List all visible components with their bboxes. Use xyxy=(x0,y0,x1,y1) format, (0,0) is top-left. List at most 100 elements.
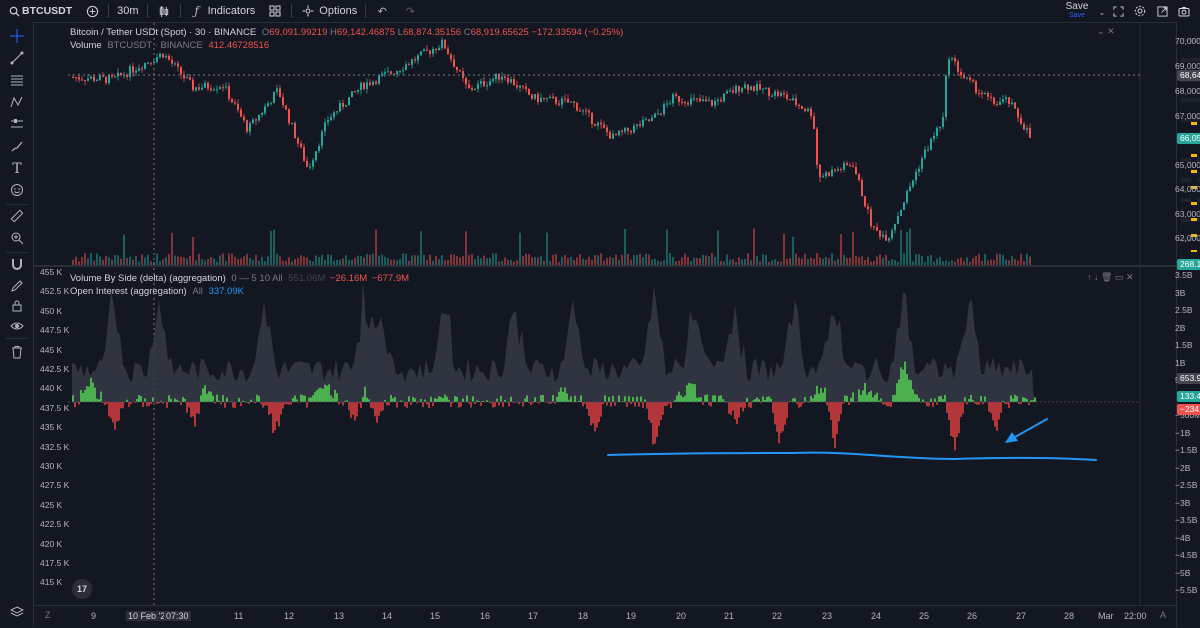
delta-bar xyxy=(412,396,414,402)
delta-bar xyxy=(336,393,338,402)
candle-body xyxy=(348,97,350,106)
pane-controls-main[interactable]: ⌄ ✕ xyxy=(1097,26,1115,37)
volume-bar xyxy=(258,260,260,265)
text-tool[interactable]: T xyxy=(8,160,26,178)
delta-bar xyxy=(594,402,596,432)
volume-bar xyxy=(246,253,248,265)
delta-bar xyxy=(822,392,824,402)
delta-bar xyxy=(806,401,808,402)
scroll-right-icon[interactable]: A xyxy=(1160,610,1167,620)
lock-tool[interactable] xyxy=(8,298,26,316)
popout-button[interactable] xyxy=(1154,3,1170,20)
candle-body xyxy=(192,79,194,91)
tradingview-logo[interactable]: 17 xyxy=(72,579,92,599)
indicators-button[interactable]: ƒ Indicators xyxy=(183,0,262,22)
delta-bar xyxy=(892,395,894,402)
delta-bar xyxy=(896,383,898,402)
delta-bar xyxy=(276,402,278,422)
volume-bar xyxy=(360,256,362,265)
volume-bar xyxy=(243,256,245,265)
delta-bar xyxy=(232,402,234,408)
volume-bar xyxy=(876,256,878,265)
prediction-tool[interactable] xyxy=(8,116,26,134)
delta-bar xyxy=(630,402,632,405)
delta-bar xyxy=(114,402,116,430)
delta-bar xyxy=(526,395,528,402)
vbs-legend[interactable]: Volume By Side (delta) (aggregation) 0 —… xyxy=(70,273,409,284)
zoom-tool[interactable] xyxy=(8,230,26,248)
save-menu-button[interactable]: ⌄ xyxy=(1094,4,1110,20)
volume-bar xyxy=(399,259,401,265)
trendline-tool[interactable] xyxy=(8,50,26,68)
emoji-tool[interactable] xyxy=(8,182,26,200)
edit-lock-tool[interactable] xyxy=(8,278,26,296)
candle-body xyxy=(693,98,695,100)
volume-bar xyxy=(504,257,506,265)
oi-tick: 432.5 K xyxy=(40,441,70,452)
remove-drawings-button[interactable] xyxy=(8,344,26,362)
delta-bar xyxy=(568,399,570,402)
volume-bar xyxy=(189,255,191,265)
chart-area[interactable]: Bitcoin / Tether USDt (Spot) · 30 · BINA… xyxy=(34,23,1200,605)
volume-bar xyxy=(342,258,344,265)
oi-legend[interactable]: Open Interest (aggregation) All 337.09K xyxy=(70,286,244,297)
volume-bar xyxy=(885,254,887,265)
volume-bar xyxy=(744,258,746,265)
save-button[interactable]: Save Save xyxy=(1064,1,1090,20)
candle-body xyxy=(528,89,530,95)
volume-bar xyxy=(1026,253,1028,265)
candle-body xyxy=(1011,102,1013,104)
visibility-tool[interactable] xyxy=(8,318,26,336)
volume-legend[interactable]: Volume BTCUSDT · BINANCE 412.46728516 xyxy=(70,40,269,51)
volume-bar xyxy=(675,261,677,265)
symbol-title[interactable]: Bitcoin / Tether USDt (Spot) · 30 · BINA… xyxy=(70,27,257,38)
delta-bar xyxy=(864,382,866,402)
redo-button[interactable]: ↷ xyxy=(396,0,424,22)
interval-button[interactable]: 30m xyxy=(117,5,139,17)
candle-body xyxy=(930,138,932,150)
delta-bar xyxy=(258,395,260,402)
candle-body xyxy=(702,99,704,102)
volume-bar xyxy=(417,255,419,265)
crosshair-tool[interactable] xyxy=(8,28,26,46)
fullscreen-button[interactable] xyxy=(1110,3,1126,20)
candle-body xyxy=(399,70,401,72)
time-axis[interactable]: Z 9 10 Feb '26 07:30 11 12 13 14 15 16 17 18 19 20 21… xyxy=(34,605,1176,628)
settings-button[interactable] xyxy=(1132,3,1148,20)
volume-bar xyxy=(159,261,161,265)
prediction-icon xyxy=(10,117,24,134)
candle-body xyxy=(714,101,716,106)
undo-button[interactable]: ↶ xyxy=(368,0,396,22)
candle-body xyxy=(657,113,659,115)
templates-button[interactable] xyxy=(261,0,289,22)
add-symbol-button[interactable] xyxy=(78,0,106,22)
pattern-tool[interactable] xyxy=(8,94,26,112)
volume-bar xyxy=(288,257,290,265)
candle-body xyxy=(747,84,749,91)
delta-bar xyxy=(266,402,268,406)
delta-bar xyxy=(380,402,382,412)
delta-bar xyxy=(1016,396,1018,402)
emoji-icon xyxy=(10,183,24,200)
object-tree-button[interactable] xyxy=(8,604,26,622)
timezone-icon[interactable]: Z xyxy=(45,610,51,620)
candle-body xyxy=(90,76,92,79)
fib-tool[interactable] xyxy=(8,72,26,90)
candle-body xyxy=(276,88,278,92)
volume-bar xyxy=(579,254,581,265)
chevron-down-icon: ⌄ xyxy=(1098,7,1106,17)
ruler-tool[interactable] xyxy=(8,208,26,226)
brush-tool[interactable] xyxy=(8,138,26,156)
options-button[interactable]: Options xyxy=(294,0,363,22)
pane-controls-lower[interactable]: ↑ ↓ 🗑 ▭ ✕ xyxy=(1087,272,1134,283)
camera-button[interactable] xyxy=(1176,3,1192,20)
candle-body xyxy=(135,70,137,73)
candle-body xyxy=(219,87,221,89)
delta-bar xyxy=(916,394,918,402)
delta-bar xyxy=(882,402,884,405)
magnet-tool[interactable] xyxy=(8,256,26,274)
bar-style-button[interactable] xyxy=(150,0,178,22)
symbol-search[interactable]: BTCUSDT xyxy=(0,0,78,22)
volume-bar xyxy=(711,253,713,265)
volume-bar xyxy=(135,256,137,265)
